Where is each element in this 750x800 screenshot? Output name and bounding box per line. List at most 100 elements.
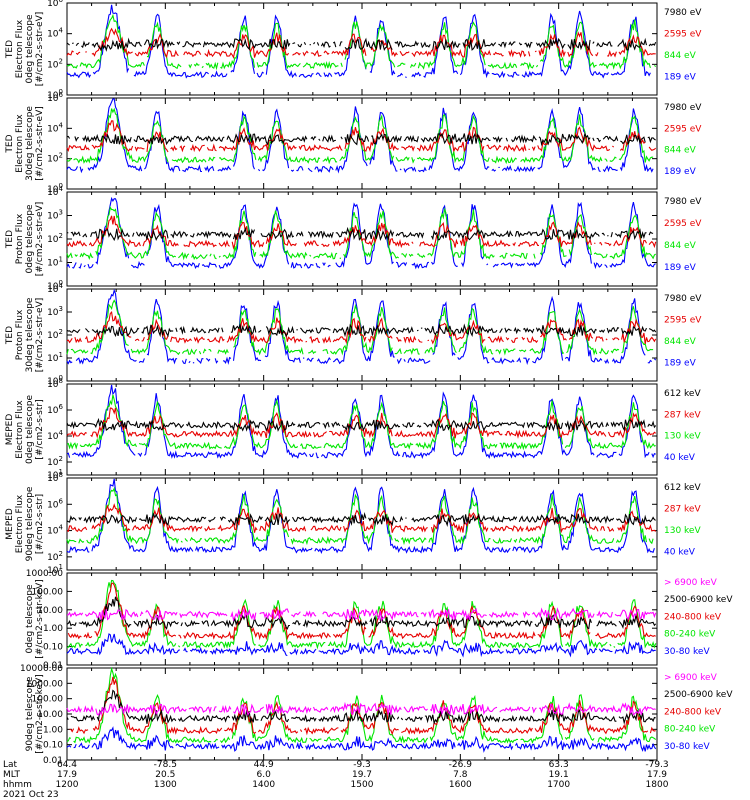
y-tick-exponent: 4 bbox=[59, 185, 64, 193]
y-tick-label: 101 bbox=[47, 563, 63, 576]
footer-hhmm-value: 1600 bbox=[449, 780, 472, 790]
y-tick-label: 104 bbox=[47, 27, 63, 40]
series-line-black bbox=[66, 596, 657, 630]
y-tick-label: 0.10 bbox=[43, 741, 63, 751]
y-tick-exponent: 4 bbox=[59, 429, 64, 437]
y-tick-label: 103 bbox=[47, 305, 63, 318]
y-axis-label: 0deg telescope [#/cm2-s-str-keV] bbox=[25, 579, 45, 658]
y-axis-label: TED Proton Flux 30deg telescope [#/cm2-s-st… bbox=[5, 297, 45, 372]
y-axis-label-line: [#/cm2-s-str-eV] bbox=[35, 202, 45, 277]
y-tick-exponent: 1 bbox=[59, 256, 63, 264]
y-tick-label: 100 bbox=[47, 279, 63, 292]
footer-mlt-value: 19.1 bbox=[549, 770, 569, 780]
legend-entry-red: 2595 eV bbox=[664, 30, 702, 40]
legend-entry-black: 2500-6900 keV bbox=[664, 690, 733, 700]
legend-entry-red: 2595 eV bbox=[664, 219, 702, 229]
footer-lat-value: 63.3 bbox=[549, 760, 569, 770]
y-tick-label: 102 bbox=[47, 455, 63, 468]
legend-entry-blue: 40 keV bbox=[664, 453, 696, 463]
y-tick-label: 101 bbox=[47, 256, 63, 269]
legend-entry-green: 130 keV bbox=[664, 526, 701, 536]
legend-entry-magenta: > 6900 keV bbox=[664, 578, 718, 588]
legend-entry-black: 612 keV bbox=[664, 483, 701, 493]
y-tick-base: 10 bbox=[47, 155, 59, 165]
y-tick-exponent: 0 bbox=[59, 374, 63, 382]
y-axis-label-line: [#/cm2-s-str] bbox=[35, 399, 45, 459]
y-tick-base: 10 bbox=[47, 60, 59, 70]
y-tick-label: 106 bbox=[47, 91, 63, 104]
y-tick-base: 10 bbox=[47, 471, 59, 481]
y-tick-base: 10 bbox=[47, 0, 59, 9]
y-tick-exponent: 8 bbox=[59, 471, 63, 479]
y-tick-exponent: 8 bbox=[59, 377, 63, 385]
y-axis-label: TED Electron Flux 30deg telescope [#/cm2-s-… bbox=[5, 106, 45, 181]
footer-lat-value: -9.3 bbox=[353, 760, 371, 770]
y-tick-base: 10 bbox=[47, 282, 59, 292]
footer-mlt-value: 20.5 bbox=[155, 770, 175, 780]
y-tick-base: 10 bbox=[47, 235, 59, 245]
y-tick-label: 108 bbox=[47, 471, 63, 484]
legend-entry-green: 130 keV bbox=[664, 432, 701, 442]
y-tick-exponent: 0 bbox=[59, 279, 63, 287]
y-tick-exponent: 6 bbox=[59, 403, 64, 411]
y-tick-label: 103 bbox=[47, 209, 63, 222]
series-line-black bbox=[66, 417, 657, 433]
footer-row-label: MLT bbox=[3, 770, 21, 780]
y-tick-exponent: 2 bbox=[59, 455, 63, 463]
y-tick-base: 10 bbox=[47, 553, 59, 563]
series-line-green bbox=[66, 579, 657, 650]
y-tick-label: 0.10 bbox=[43, 643, 63, 653]
y-tick-label: 1000.00 bbox=[26, 569, 63, 579]
y-tick-exponent: 2 bbox=[59, 232, 63, 240]
y-axis-label-line: Electron Flux bbox=[15, 114, 25, 173]
legend-entry-blue: 189 eV bbox=[664, 167, 697, 177]
y-axis-label-line: 90deg telescope bbox=[25, 676, 35, 751]
y-axis-label-line: [#/cm2-s-str] bbox=[35, 494, 45, 554]
y-tick-base: 10 bbox=[47, 377, 59, 387]
y-tick-base: 10 bbox=[47, 458, 59, 468]
y-tick-exponent: 4 bbox=[59, 524, 64, 532]
y-tick-base: 10 bbox=[47, 259, 59, 269]
y-tick-label: 102 bbox=[47, 550, 63, 563]
y-tick-exponent: 3 bbox=[59, 305, 63, 313]
y-axis-label-line: 30deg telescope bbox=[25, 297, 35, 372]
y-axis-label-line: TED bbox=[5, 134, 15, 153]
y-tick-base: 10 bbox=[47, 474, 59, 484]
y-axis-label-line: Electron Flux bbox=[15, 400, 25, 459]
y-tick-base: 10 bbox=[47, 185, 59, 195]
y-tick-label: 0.01 bbox=[43, 661, 63, 671]
footer-lat-value: 64.4 bbox=[57, 760, 77, 770]
y-tick-exponent: 3 bbox=[59, 209, 63, 217]
y-tick-base: 10 bbox=[47, 331, 59, 341]
y-tick-exponent: 0 bbox=[59, 182, 63, 190]
y-tick-exponent: 1 bbox=[59, 468, 63, 476]
legend-entry-blue: 30-80 keV bbox=[664, 742, 710, 752]
legend-entry-black: 612 keV bbox=[664, 389, 701, 399]
legend-entry-red: 2595 eV bbox=[664, 124, 702, 134]
legend-entry-red: 287 keV bbox=[664, 505, 701, 515]
footer-hhmm-value: 1300 bbox=[154, 780, 177, 790]
legend-entry-black: 7980 eV bbox=[664, 103, 702, 113]
legend-entry-black: 7980 eV bbox=[664, 8, 702, 18]
y-tick-label: 10.00 bbox=[37, 710, 63, 720]
y-axis-label: 90deg telescope [#/cm2-s-str-keV] bbox=[25, 674, 45, 753]
legend-entry-green: 844 eV bbox=[664, 241, 697, 251]
y-tick-label: 104 bbox=[47, 121, 63, 134]
footer-hhmm-value: 1700 bbox=[547, 780, 570, 790]
y-axis-label-line: 0deg telescope bbox=[25, 395, 35, 465]
legend-entry-blue: 189 eV bbox=[664, 263, 697, 273]
footer-hhmm-value: 1800 bbox=[646, 780, 669, 790]
footer-lat-value: -79.3 bbox=[645, 760, 668, 770]
series-line-magenta bbox=[66, 701, 656, 717]
y-tick-base: 10 bbox=[47, 380, 59, 390]
y-tick-label: 102 bbox=[47, 328, 63, 341]
y-tick-label: 104 bbox=[47, 282, 63, 295]
y-axis-label-line: 90deg telescope bbox=[25, 486, 35, 561]
y-tick-label: 106 bbox=[47, 0, 63, 9]
series-line-black bbox=[66, 511, 656, 527]
footer-hhmm-value: 1400 bbox=[252, 780, 275, 790]
legend-entry-black: 7980 eV bbox=[664, 197, 702, 207]
